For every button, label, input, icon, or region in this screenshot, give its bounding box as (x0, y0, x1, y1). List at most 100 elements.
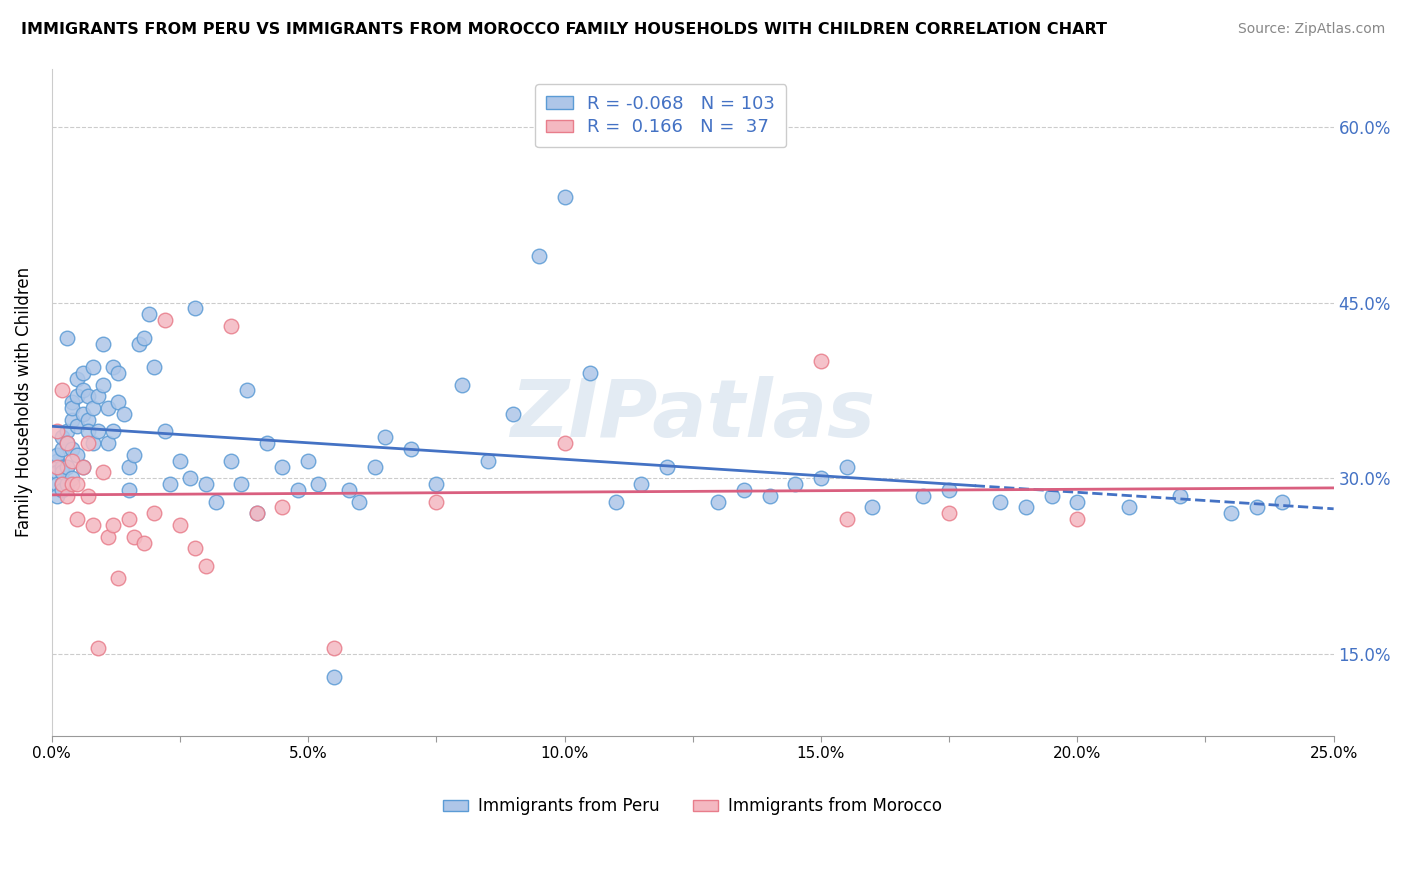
Point (132, 535, 155, 549)
Point (1066, 512, 1088, 526)
Point (76, 436, 98, 450)
Point (91, 336, 114, 351)
Point (835, 512, 858, 526)
Point (502, 407, 524, 421)
Point (56, 489, 79, 503)
Point (287, 483, 309, 497)
Point (91, 377, 114, 392)
Point (374, 430, 396, 444)
Point (1220, 506, 1243, 520)
Point (76, 389, 98, 403)
Point (835, 459, 858, 474)
Point (72, 459, 94, 474)
Text: IMMIGRANTS FROM PERU VS IMMIGRANTS FROM MOROCCO FAMILY HOUSEHOLDS WITH CHILDREN : IMMIGRANTS FROM PERU VS IMMIGRANTS FROM … (21, 22, 1107, 37)
Point (451, 377, 474, 392)
Point (45, 477, 67, 491)
Point (271, 459, 294, 474)
Point (45, 425, 67, 439)
Point (1168, 489, 1191, 503)
Point (66, 372, 89, 386)
Point (66, 512, 89, 526)
Point (72, 459, 94, 474)
Point (66, 418, 89, 433)
Point (56, 459, 79, 474)
Point (122, 530, 145, 544)
Point (143, 359, 166, 374)
Point (87, 389, 110, 403)
Point (51, 477, 73, 491)
Point (45, 466, 67, 480)
Point (205, 494, 228, 508)
Point (138, 307, 160, 321)
Point (630, 477, 652, 491)
Point (810, 471, 832, 485)
Point (60, 471, 83, 485)
Point (256, 436, 278, 450)
Point (271, 500, 294, 515)
Point (184, 301, 207, 316)
Point (184, 541, 207, 556)
Point (153, 425, 176, 439)
Point (143, 506, 166, 520)
Point (322, 670, 344, 684)
Point (82, 401, 104, 415)
Point (707, 494, 730, 508)
Point (1118, 500, 1140, 515)
Point (107, 366, 129, 380)
Point (219, 453, 242, 467)
Point (45, 489, 67, 503)
Point (860, 500, 883, 515)
Point (364, 459, 387, 474)
Point (337, 483, 360, 497)
Point (553, 190, 575, 204)
Point (82, 436, 104, 450)
Point (56, 331, 79, 345)
Point (1246, 500, 1268, 515)
Point (97, 436, 120, 450)
Point (246, 506, 269, 520)
Point (60, 412, 83, 426)
Point (87, 425, 110, 439)
Point (1040, 489, 1063, 503)
Point (169, 518, 191, 533)
Point (56, 436, 79, 450)
Point (128, 336, 150, 351)
Point (527, 249, 550, 263)
Point (72, 384, 94, 398)
Point (169, 453, 191, 467)
Point (60, 477, 83, 491)
Point (938, 483, 960, 497)
Point (72, 407, 94, 421)
Point (60, 395, 83, 409)
Point (107, 395, 129, 409)
Point (307, 477, 329, 491)
Point (1271, 494, 1294, 508)
Point (76, 412, 98, 426)
Text: Source: ZipAtlas.com: Source: ZipAtlas.com (1237, 22, 1385, 37)
Point (231, 477, 253, 491)
Point (51, 477, 73, 491)
Point (103, 359, 125, 374)
Point (159, 477, 181, 491)
Point (425, 477, 447, 491)
Point (235, 384, 257, 398)
Point (82, 518, 104, 533)
Point (1066, 494, 1088, 508)
Point (60, 442, 83, 456)
Point (112, 407, 135, 421)
Point (51, 442, 73, 456)
Point (66, 389, 89, 403)
Point (87, 640, 110, 655)
Point (60, 401, 83, 415)
Point (56, 436, 79, 450)
Point (45, 453, 67, 467)
Point (66, 477, 89, 491)
Point (219, 319, 242, 334)
Point (246, 506, 269, 520)
Point (733, 483, 755, 497)
Point (97, 530, 120, 544)
Point (297, 453, 319, 467)
Point (1015, 500, 1038, 515)
Point (132, 331, 155, 345)
Point (51, 483, 73, 497)
